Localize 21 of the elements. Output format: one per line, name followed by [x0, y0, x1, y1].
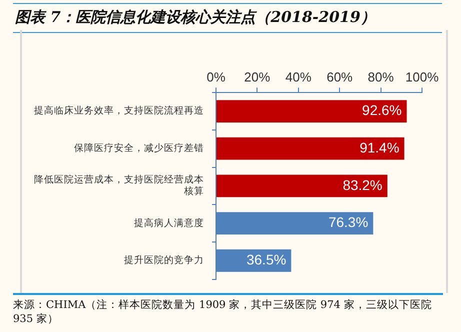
data-label: 76.3%	[328, 214, 368, 230]
data-label: 91.4%	[360, 139, 400, 156]
data-label: 83.2%	[342, 176, 382, 193]
bar	[216, 174, 388, 198]
y-tick-label: 提高临床业务效率，支持医院流程再造	[34, 104, 204, 117]
bar	[216, 100, 407, 122]
bar	[216, 137, 404, 160]
y-tick-label: 提升医院的竞争力	[124, 254, 204, 266]
x-tick-label: 60%	[326, 69, 354, 84]
y-tick-label: 保障医疗安全，减少医疗差错	[74, 142, 204, 154]
x-tick-label: 100%	[405, 69, 440, 84]
y-tick-label: 提高病人满意度	[134, 216, 204, 229]
x-tick-label: 20%	[244, 69, 271, 84]
chart-title: 图表 7：医院信息化建设核心关注点（2018-2019）	[13, 3, 442, 33]
x-tick-label: 80%	[368, 69, 394, 84]
x-tick-label: 0%	[206, 69, 226, 84]
x-tick-label: 40%	[285, 69, 312, 84]
data-label: 92.6%	[362, 102, 402, 118]
data-label: 36.5%	[246, 251, 286, 268]
y-tick-label: 降低医院运营成本，支持医院经营成本核算	[34, 174, 204, 198]
source-note: 来源：CHIMA（注：样本医院数量为 1909 家，其中三级医院 974 家，三级以下医院 935 家）	[13, 293, 443, 326]
